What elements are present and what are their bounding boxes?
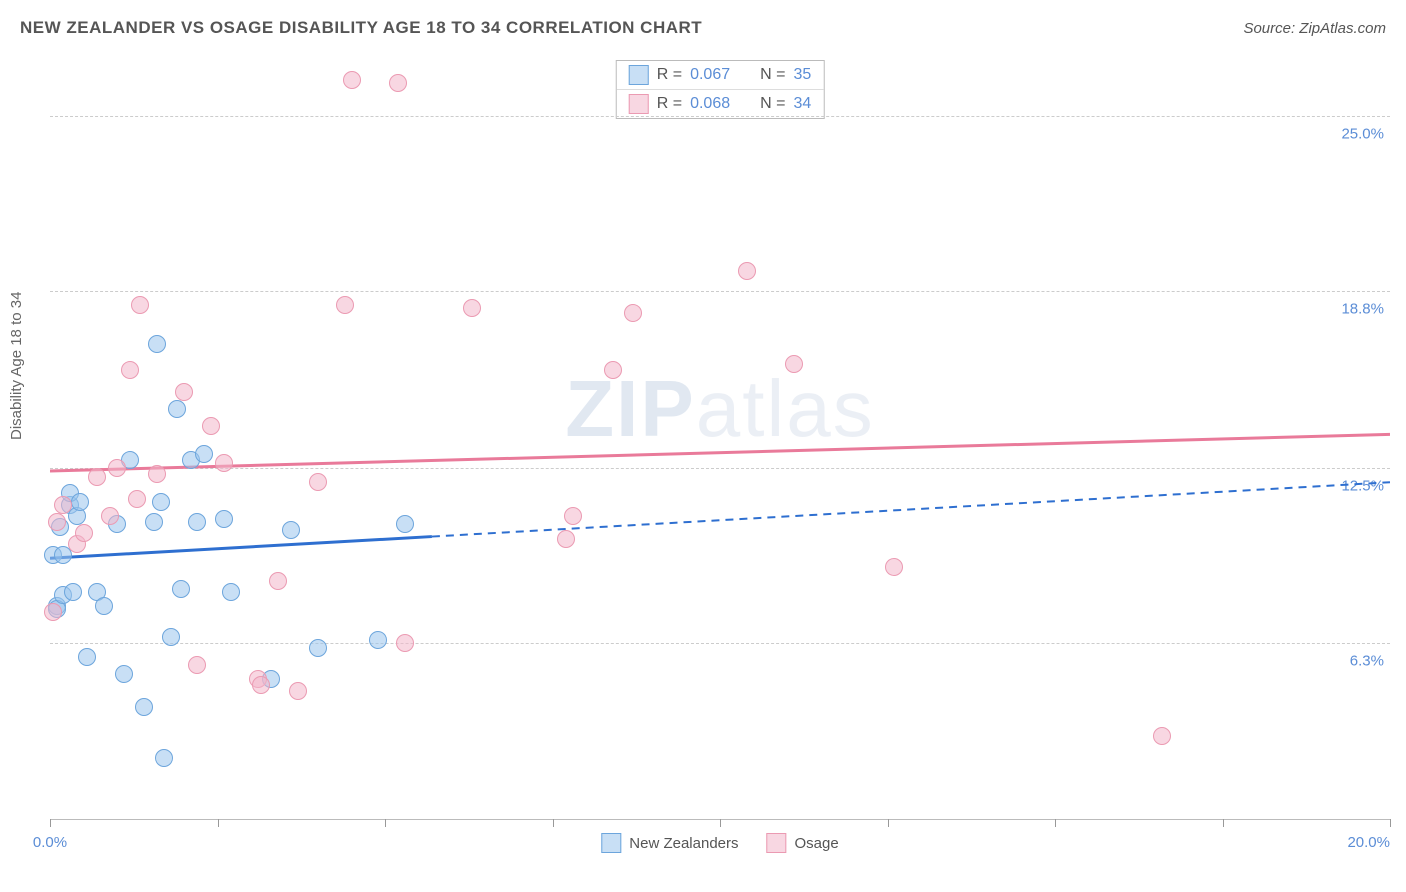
n-label: N = [760,95,785,113]
r-label: R = [657,66,682,84]
n-label: N = [760,66,785,84]
x-tick-label: 20.0% [1347,834,1390,851]
series-legend: New Zealanders Osage [601,833,838,853]
scatter-point [44,603,62,621]
scatter-point [215,454,233,472]
regression-line-solid [50,537,432,559]
scatter-point [172,580,190,598]
legend-item: Osage [767,833,839,853]
scatter-point [785,355,803,373]
x-tick-label: 0.0% [33,834,67,851]
r-value: 0.067 [690,66,730,84]
scatter-point [463,299,481,317]
scatter-point [885,558,903,576]
stats-box: R = 0.067 N = 35 R = 0.068 N = 34 [616,60,825,119]
y-tick-label: 18.8% [1341,300,1384,317]
series-swatch [767,833,787,853]
scatter-point [269,572,287,590]
legend-label: Osage [795,835,839,852]
scatter-point [309,639,327,657]
x-tick [553,819,554,827]
chart-title: NEW ZEALANDER VS OSAGE DISABILITY AGE 18… [20,18,702,38]
x-tick [1390,819,1391,827]
scatter-point [252,676,270,694]
r-value: 0.068 [690,95,730,113]
gridline [50,468,1390,469]
scatter-point [282,521,300,539]
scatter-point [115,665,133,683]
gridline [50,291,1390,292]
scatter-point [128,490,146,508]
scatter-point [389,74,407,92]
scatter-point [396,634,414,652]
x-tick [218,819,219,827]
scatter-point [121,361,139,379]
regression-lines [50,60,1390,820]
scatter-point [155,749,173,767]
scatter-point [148,465,166,483]
scatter-point [88,468,106,486]
scatter-point [215,510,233,528]
scatter-point [289,682,307,700]
scatter-point [78,648,96,666]
x-tick [1055,819,1056,827]
gridline [50,116,1390,117]
scatter-point [369,631,387,649]
x-tick [385,819,386,827]
scatter-point [624,304,642,322]
scatter-point [309,473,327,491]
x-tick [50,819,51,827]
r-label: R = [657,95,682,113]
scatter-point [202,417,220,435]
scatter-point [71,493,89,511]
y-tick-label: 12.5% [1341,478,1384,495]
scatter-point [148,335,166,353]
source-label: Source: ZipAtlas.com [1243,20,1386,37]
scatter-point [168,400,186,418]
regression-line-solid [50,434,1390,471]
series-swatch [629,94,649,114]
scatter-point [135,698,153,716]
y-tick-label: 6.3% [1350,652,1384,669]
x-tick [1223,819,1224,827]
gridline [50,643,1390,644]
legend-label: New Zealanders [629,835,738,852]
scatter-point [64,583,82,601]
scatter-point [75,524,93,542]
stats-row: R = 0.068 N = 34 [617,89,824,118]
scatter-point [604,361,622,379]
n-value: 35 [793,66,811,84]
scatter-point [152,493,170,511]
x-tick [720,819,721,827]
plot-area: ZIPatlas R = 0.067N = 35R = 0.068N = 34 … [50,60,1390,820]
series-swatch [629,65,649,85]
stats-row: R = 0.067 N = 35 [617,61,824,89]
series-swatch [601,833,621,853]
y-tick-label: 25.0% [1341,126,1384,143]
scatter-point [188,513,206,531]
scatter-point [738,262,756,280]
scatter-point [336,296,354,314]
scatter-point [1153,727,1171,745]
scatter-point [396,515,414,533]
scatter-point [131,296,149,314]
scatter-point [188,656,206,674]
n-value: 34 [793,95,811,113]
scatter-point [175,383,193,401]
scatter-point [557,530,575,548]
scatter-point [48,513,66,531]
x-tick [888,819,889,827]
scatter-point [108,459,126,477]
y-axis-label: Disability Age 18 to 34 [8,292,25,440]
scatter-point [95,597,113,615]
scatter-point [145,513,163,531]
scatter-point [222,583,240,601]
scatter-point [343,71,361,89]
legend-item: New Zealanders [601,833,738,853]
scatter-point [162,628,180,646]
scatter-point [195,445,213,463]
scatter-point [564,507,582,525]
